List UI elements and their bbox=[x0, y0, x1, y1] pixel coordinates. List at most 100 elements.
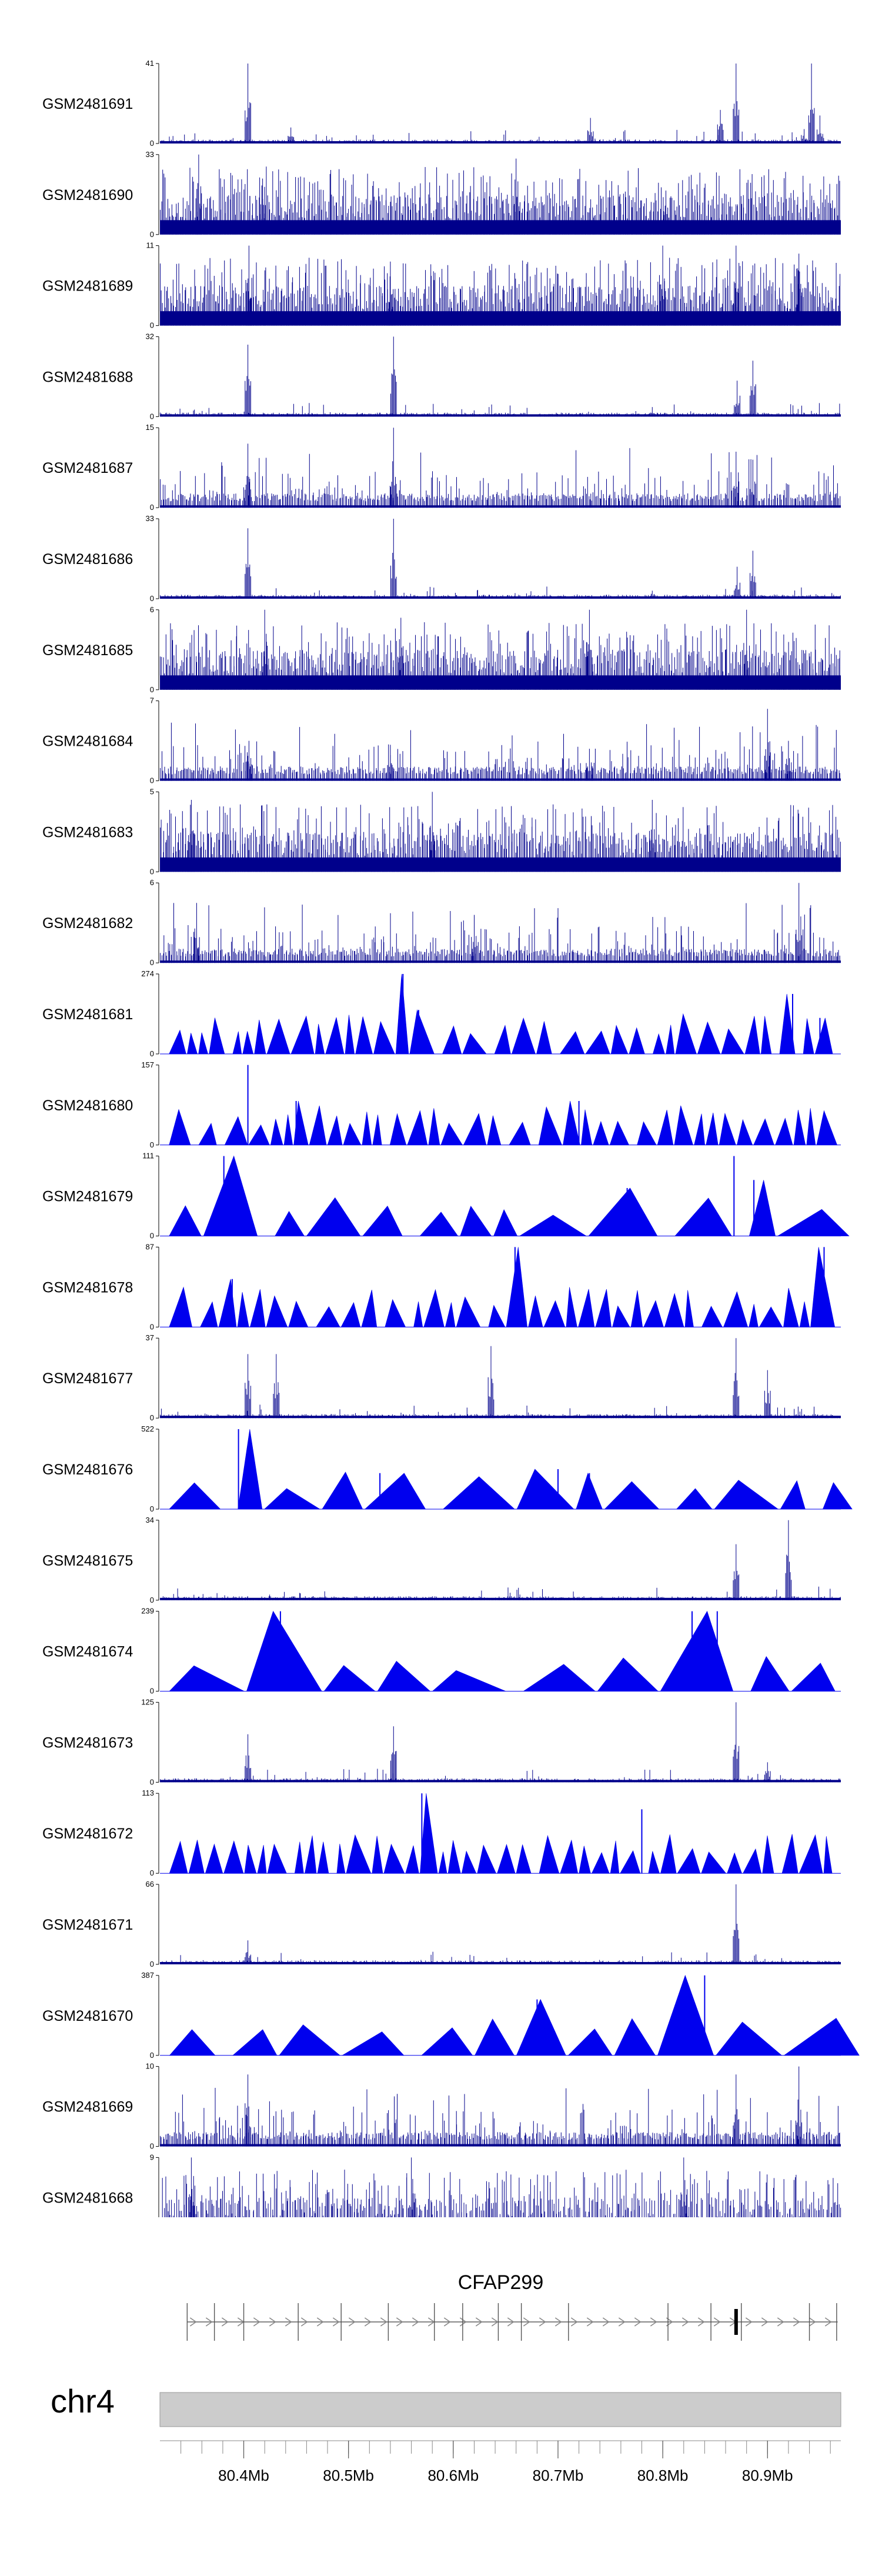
track-label: GSM2481683 bbox=[42, 824, 133, 840]
track-label: GSM2481680 bbox=[42, 1097, 133, 1114]
track-GSM2481675: GSM2481675 34 0 bbox=[42, 1516, 841, 1604]
track-GSM2481677: GSM2481677 37 0 bbox=[42, 1333, 841, 1422]
signal-bars bbox=[160, 1702, 840, 1783]
axis-tick-label: 80.8Mb bbox=[637, 2467, 689, 2484]
signal-baseline-band bbox=[160, 857, 841, 872]
gene-coding-exon bbox=[734, 2309, 738, 2335]
track-GSM2481680: GSM2481680 157 0 bbox=[42, 1060, 841, 1149]
track-GSM2481684: GSM2481684 7 0 bbox=[42, 696, 841, 785]
track-GSM2481691: GSM2481691 41 0 bbox=[42, 59, 841, 148]
track-GSM2481688: GSM2481688 32 0 bbox=[42, 332, 841, 421]
track-label: GSM2481690 bbox=[42, 187, 133, 203]
signal-baseline-band bbox=[160, 960, 841, 963]
coverage-peaks bbox=[421, 1793, 643, 1874]
y-axis-max-label: 9 bbox=[150, 2153, 154, 2161]
y-axis-min-label: 0 bbox=[150, 1960, 154, 1968]
signal-baseline-band bbox=[160, 1780, 841, 1783]
axis-tick-label: 80.7Mb bbox=[533, 2467, 584, 2484]
y-axis-max-label: 7 bbox=[150, 696, 154, 705]
coverage-peaks bbox=[536, 1975, 706, 2056]
axis-minor-ticks bbox=[181, 2441, 831, 2454]
y-axis-min-label: 0 bbox=[150, 776, 154, 785]
y-axis-max-label: 66 bbox=[146, 1880, 154, 1888]
signal-tracks-panel: GSM2481691410GSM2481690330GSM2481689110G… bbox=[42, 59, 860, 2217]
y-axis-max-label: 10 bbox=[146, 2062, 154, 2071]
signal-baseline-band bbox=[160, 505, 841, 508]
signal-baseline-band bbox=[160, 596, 841, 599]
y-axis-max-label: 5 bbox=[150, 787, 154, 796]
y-axis-max-label: 41 bbox=[146, 59, 154, 68]
track-label: GSM2481677 bbox=[42, 1370, 133, 1387]
signal-bars bbox=[160, 1338, 840, 1419]
chromosome-axis-track: chr4 80.4Mb 80.5Mb 80.6Mb 80.7Mb 80.8Mb 80.9Mb bbox=[51, 2383, 841, 2484]
coverage-triangles bbox=[169, 1247, 836, 1327]
track-GSM2481679: GSM2481679 111 0 bbox=[42, 1152, 850, 1240]
y-axis-min-label: 0 bbox=[150, 2051, 154, 2060]
y-axis-min-label: 0 bbox=[150, 139, 154, 148]
track-GSM2481681: GSM2481681 274 0 bbox=[42, 969, 841, 1058]
y-axis-max-label: 6 bbox=[150, 878, 154, 887]
coverage-triangles bbox=[169, 1429, 853, 1510]
y-axis-min-label: 0 bbox=[150, 1687, 154, 1696]
track-GSM2481687: GSM2481687 15 0 bbox=[42, 423, 841, 512]
y-axis-min-label: 0 bbox=[150, 1777, 154, 1786]
track-label: GSM2481678 bbox=[42, 1279, 133, 1296]
signal-baseline-band bbox=[160, 414, 841, 417]
track-label: GSM2481671 bbox=[42, 1917, 133, 1933]
track-label: GSM2481687 bbox=[42, 460, 133, 476]
signal-bars bbox=[160, 2066, 840, 2147]
track-GSM2481685: GSM2481685 6 0 bbox=[42, 605, 841, 694]
coverage-peaks bbox=[279, 1611, 718, 1691]
y-axis-max-label: 33 bbox=[146, 514, 154, 523]
track-GSM2481686: GSM2481686 33 0 bbox=[42, 514, 841, 603]
track-label: GSM2481689 bbox=[42, 278, 133, 295]
signal-bars bbox=[160, 428, 841, 508]
track-label: GSM2481684 bbox=[42, 733, 133, 750]
y-axis-max-label: 239 bbox=[141, 1607, 154, 1616]
track-label: GSM2481669 bbox=[42, 2099, 133, 2115]
track-GSM2481674: GSM2481674 239 0 bbox=[42, 1607, 841, 1696]
y-axis-min-label: 0 bbox=[150, 1868, 154, 1877]
track-label: GSM2481676 bbox=[42, 1461, 133, 1478]
y-axis-max-label: 34 bbox=[146, 1516, 154, 1524]
coverage-triangles bbox=[169, 1610, 836, 1691]
signal-bars bbox=[160, 336, 840, 417]
axis-tick-label: 80.9Mb bbox=[742, 2467, 793, 2484]
gene-name-label: CFAP299 bbox=[458, 2271, 544, 2294]
strand-direction-icon bbox=[189, 2317, 832, 2327]
chromosome-label: chr4 bbox=[51, 2383, 115, 2420]
signal-baseline-band bbox=[160, 1962, 841, 1964]
track-label: GSM2481668 bbox=[42, 2190, 133, 2206]
axis-tick-label: 80.4Mb bbox=[218, 2467, 269, 2484]
y-axis-min-label: 0 bbox=[150, 503, 154, 512]
track-GSM2481689: GSM2481689 11 0 bbox=[42, 241, 841, 330]
signal-baseline-band bbox=[160, 1597, 841, 1600]
y-axis-max-label: 11 bbox=[146, 241, 155, 250]
y-axis-max-label: 87 bbox=[146, 1242, 154, 1251]
track-label: GSM2481685 bbox=[42, 642, 133, 659]
signal-baseline-band bbox=[160, 1416, 841, 1419]
y-axis-max-label: 125 bbox=[141, 1697, 154, 1706]
y-axis-min-label: 0 bbox=[150, 1049, 154, 1058]
coverage-peaks bbox=[247, 1065, 580, 1145]
track-GSM2481676: GSM2481676 522 0 bbox=[42, 1424, 853, 1513]
y-axis-min-label: 0 bbox=[150, 230, 154, 239]
track-label: GSM2481673 bbox=[42, 1734, 133, 1751]
signal-baseline-band bbox=[160, 311, 841, 326]
y-axis-max-label: 6 bbox=[150, 605, 154, 614]
y-axis-min-label: 0 bbox=[150, 685, 154, 694]
signal-bars bbox=[160, 709, 840, 781]
y-axis-max-label: 522 bbox=[141, 1424, 154, 1433]
y-axis-max-label: 274 bbox=[141, 969, 154, 978]
coverage-peaks bbox=[238, 1429, 590, 1509]
coverage-peaks bbox=[231, 1247, 825, 1327]
signal-baseline-band bbox=[160, 220, 841, 235]
coverage-peaks bbox=[402, 974, 821, 1054]
y-axis-max-label: 111 bbox=[142, 1152, 154, 1160]
y-axis-min-label: 0 bbox=[150, 594, 154, 603]
track-label: GSM2481682 bbox=[42, 915, 133, 932]
coverage-triangles bbox=[169, 1100, 838, 1146]
signal-baseline-band bbox=[160, 778, 841, 781]
signal-bars bbox=[162, 2157, 841, 2217]
axis-tick-label: 80.5Mb bbox=[323, 2467, 374, 2484]
